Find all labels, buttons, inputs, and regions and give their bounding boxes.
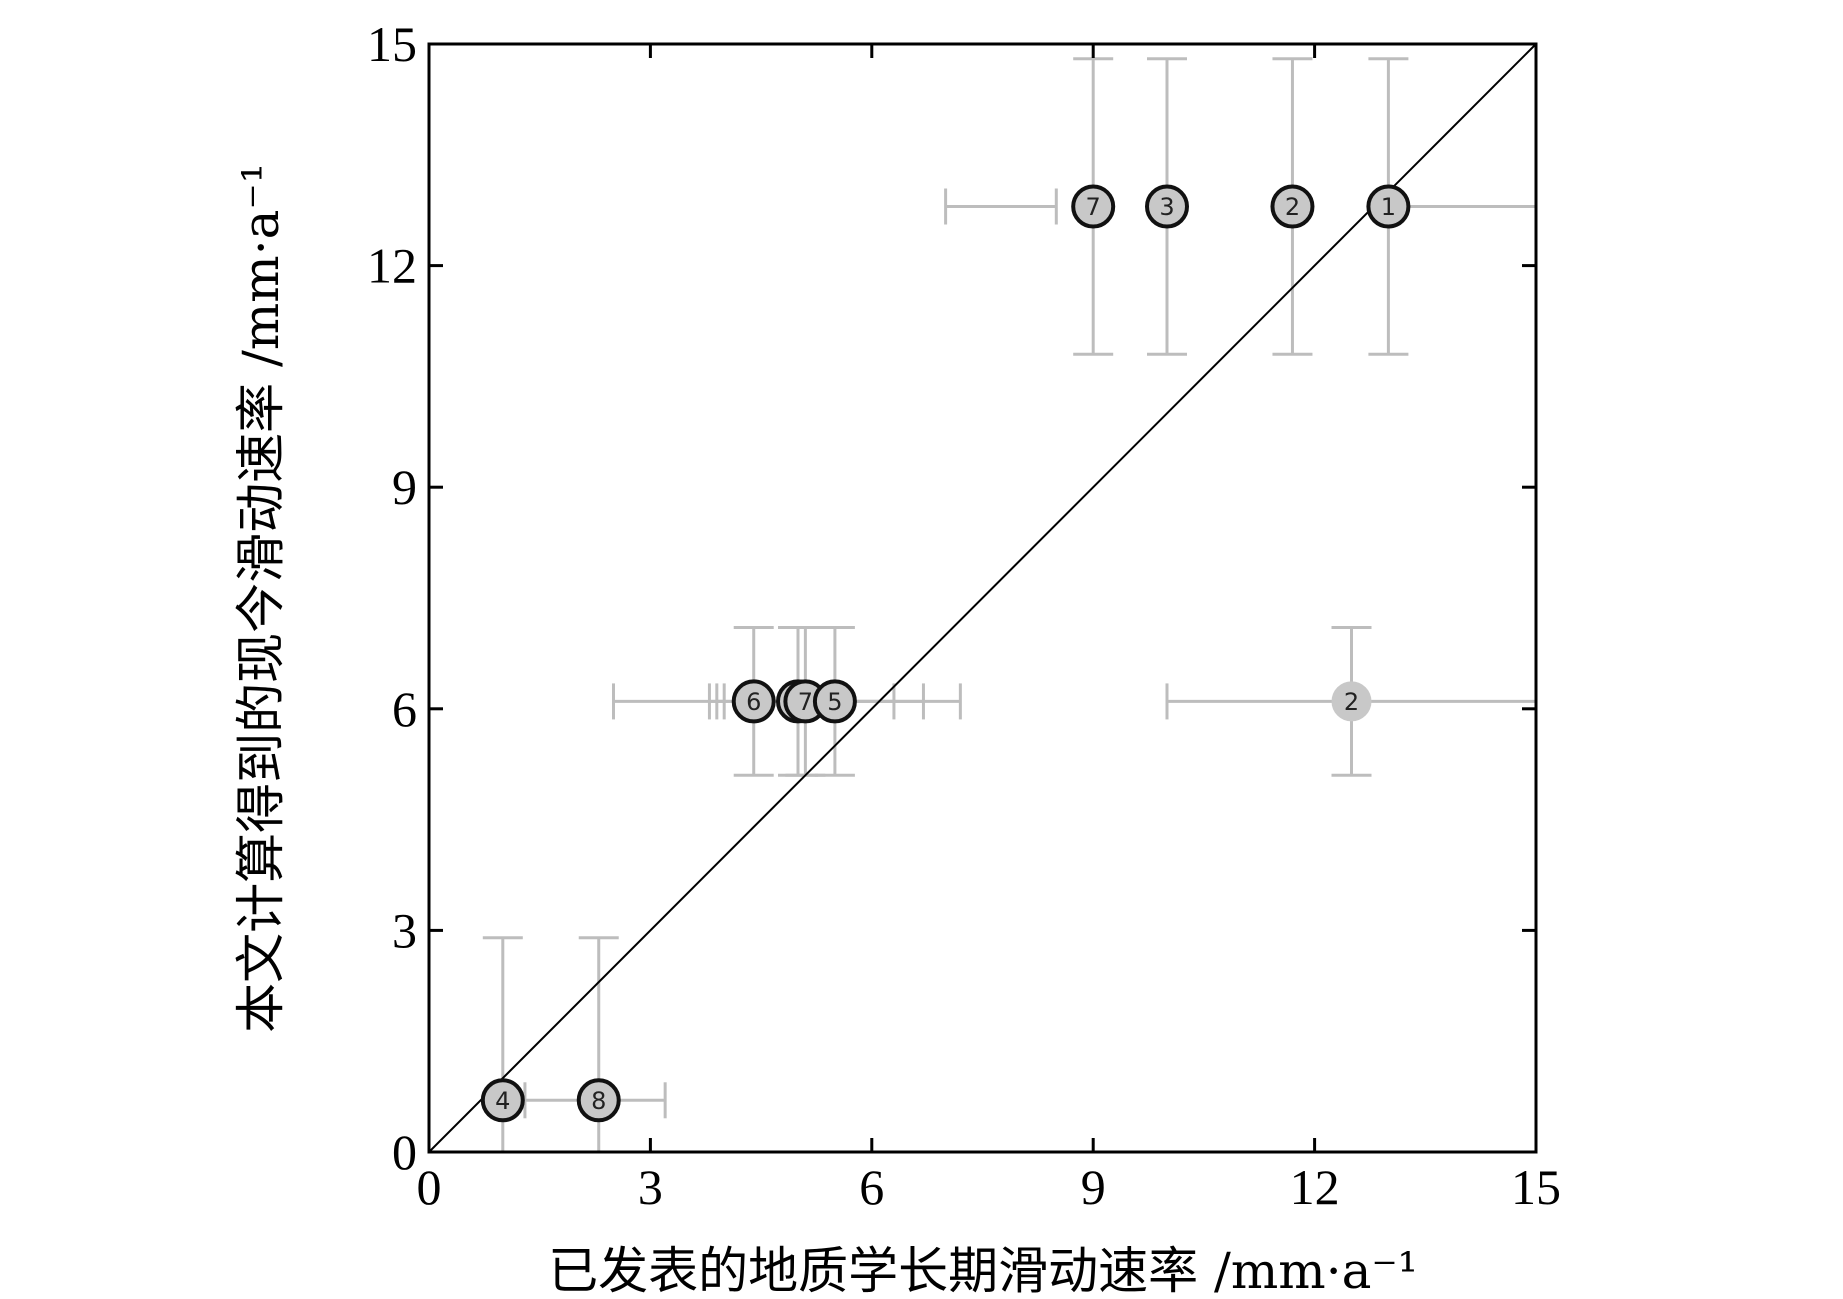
data-points: 12376475248 xyxy=(480,184,1411,1123)
one-to-one-reference-line xyxy=(428,43,1537,1153)
error-bars xyxy=(482,57,1536,1152)
data-point-label: 5 xyxy=(827,688,842,716)
x-tick-label: 0 xyxy=(417,1159,442,1215)
x-tick-label: 3 xyxy=(638,1159,663,1215)
y-axis-title: 本文计算得到的现今滑动速率 /mm·a⁻¹ xyxy=(232,163,290,1033)
y-tick-label: 9 xyxy=(392,459,417,515)
y-tick-label: 6 xyxy=(392,681,417,737)
data-point-label: 7 xyxy=(798,688,813,716)
data-point-label: 7 xyxy=(1086,193,1101,221)
data-point xyxy=(1366,184,1411,229)
data-point xyxy=(731,679,776,724)
data-point xyxy=(1145,184,1189,229)
x-tick-label: 15 xyxy=(1511,1159,1561,1215)
data-point-label: 8 xyxy=(591,1087,606,1115)
data-point-label: 1 xyxy=(1381,193,1396,221)
data-point xyxy=(480,1078,525,1123)
y-tick-label: 15 xyxy=(367,16,417,72)
x-tick-label: 6 xyxy=(859,1159,884,1215)
data-point-label: 2 xyxy=(1344,688,1359,716)
data-point xyxy=(1270,184,1315,229)
y-tick-label: 0 xyxy=(392,1124,417,1180)
plot-frame xyxy=(427,42,1538,1154)
data-point xyxy=(1071,184,1116,229)
data-point-label: 4 xyxy=(495,1087,510,1115)
data-point-label: 2 xyxy=(1285,193,1300,221)
data-point-label: 3 xyxy=(1159,193,1174,221)
y-tick-label: 3 xyxy=(392,902,417,958)
data-point xyxy=(1331,681,1372,722)
data-point-label: 6 xyxy=(746,688,761,716)
data-point xyxy=(812,679,857,724)
x-axis: 0 3 6 9 12 15 xyxy=(417,44,1561,1215)
x-tick-label: 9 xyxy=(1081,1159,1106,1215)
x-tick-label: 12 xyxy=(1290,1159,1340,1215)
y-tick-label: 12 xyxy=(367,238,417,294)
x-axis-title: 已发表的地质学长期滑动速率 /mm·a⁻¹ xyxy=(548,1242,1418,1299)
data-point xyxy=(576,1078,621,1123)
